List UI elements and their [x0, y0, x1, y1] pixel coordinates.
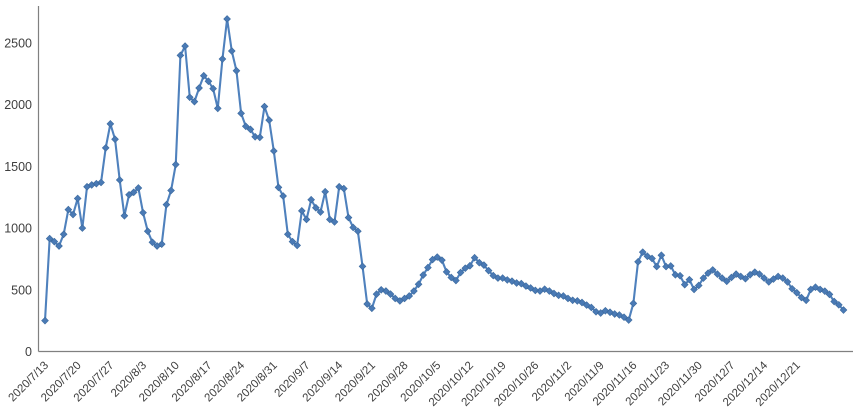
y-axis-tick-labels: 0 500 1000 1500 2000 2500 [4, 37, 32, 360]
y-tick-label: 2500 [4, 37, 32, 51]
x-axis-tick-labels: 2020/7/132020/7/202020/7/272020/8/32020/… [6, 359, 802, 409]
y-tick-label: 1500 [4, 160, 32, 174]
axes [37, 6, 853, 353]
y-tick-label: 0 [25, 345, 32, 359]
y-tick-label: 1000 [4, 222, 32, 236]
y-tick-label: 500 [11, 283, 32, 297]
y-tick-label: 2000 [4, 98, 32, 112]
series-line [43, 17, 845, 322]
data-point-markers [41, 15, 848, 325]
